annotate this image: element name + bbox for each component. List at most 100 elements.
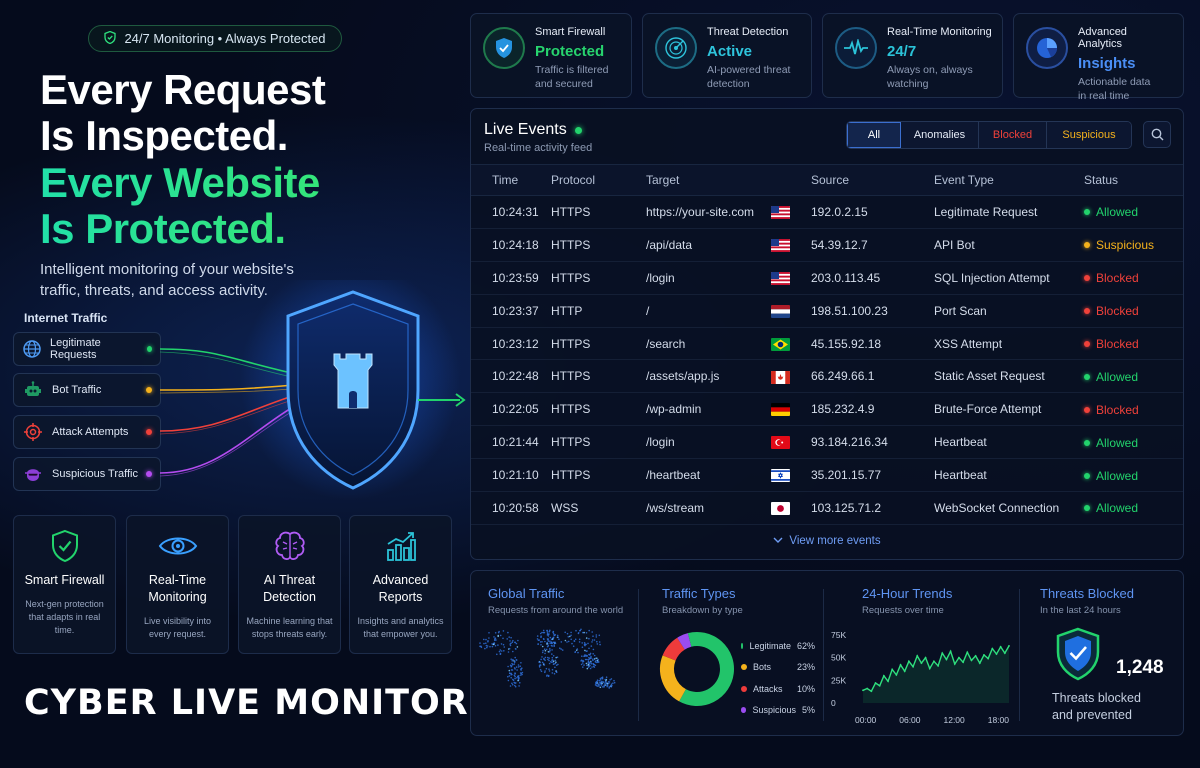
table-row[interactable]: 10:23:59 HTTPS/login 203.0.113.45 SQL Injec… [471, 261, 1183, 295]
filter-all-button[interactable]: All [847, 122, 901, 148]
stat-desc: in real time [1078, 90, 1130, 102]
column-header-source[interactable]: Source [811, 164, 934, 196]
map-dot [515, 659, 518, 661]
table-row[interactable]: 10:20:58 WSS/ws/stream 103.125.71.2 WebSock… [471, 491, 1183, 525]
map-dot [586, 658, 588, 661]
map-dot [546, 638, 549, 640]
table-row[interactable]: 10:24:18 HTTPS/api/data 54.39.12.7 API Bot S… [471, 228, 1183, 262]
filter-suspicious-button[interactable]: Suspicious [1047, 122, 1131, 148]
map-dot [540, 636, 542, 638]
map-dot [520, 674, 522, 676]
map-dot [549, 661, 552, 663]
cell-time: 10:23:37 [471, 294, 551, 328]
map-dot [547, 651, 550, 653]
cell-flag [771, 327, 811, 361]
legend-item-bots: Bots 23% [741, 657, 815, 679]
map-dot [503, 646, 506, 648]
trend-point [882, 674, 885, 677]
cell-status: Allowed [1084, 195, 1183, 229]
map-dot [547, 640, 550, 642]
stat-card-realtime[interactable]: Real-Time Monitoring 24/7 Always on, alw… [822, 13, 1003, 98]
traffic-label: Suspicious Traffic [52, 468, 139, 480]
view-more-events-link[interactable]: View more events [471, 535, 1183, 547]
cell-status: Suspicious [1084, 228, 1183, 262]
map-dot [507, 665, 509, 668]
table-row[interactable]: 10:23:37 HTTP/ 198.51.100.23 Port Scan Block… [471, 294, 1183, 328]
table-row[interactable]: 10:22:48 HTTPS/assets/app.js 66.249.66.1 St… [471, 359, 1183, 394]
stat-card-threat-detection[interactable]: Threat Detection Active AI-powered threa… [642, 13, 812, 98]
map-dot [544, 649, 547, 652]
map-dot [518, 685, 520, 687]
column-header-status[interactable]: Status [1084, 164, 1183, 196]
cell-event-type: API Bot [934, 228, 1084, 262]
search-button[interactable] [1143, 121, 1171, 148]
map-dot [518, 675, 520, 677]
trend-point [978, 662, 981, 665]
trends-subtitle: Requests over time [862, 605, 944, 616]
column-header-protocol[interactable]: Protocol [551, 164, 646, 196]
traffic-item-bot[interactable]: Bot Traffic [13, 373, 161, 407]
map-dot [552, 655, 555, 657]
status-badge: Blocked [1084, 304, 1139, 318]
map-dot [514, 685, 517, 688]
map-dot [548, 670, 551, 672]
cell-protocol: HTTPS [551, 228, 646, 262]
map-dot [547, 635, 550, 637]
map-dot [517, 639, 519, 642]
map-dot [592, 665, 595, 668]
filter-anomalies-button[interactable]: Anomalies [901, 122, 979, 148]
map-dot [594, 660, 597, 662]
feature-card-reports[interactable]: Advanced Reports Insights and analytics … [349, 515, 452, 654]
stat-card-firewall[interactable]: Smart Firewall Protected Traffic is filt… [470, 13, 632, 98]
internet-traffic-title: Internet Traffic [24, 311, 108, 325]
map-dot [610, 683, 613, 685]
trend-point [891, 668, 894, 671]
traffic-item-legitimate[interactable]: Legitimate Requests [13, 332, 161, 366]
table-row[interactable]: 10:21:10 HTTPS/heartbeat 35.201.15.77 Heart… [471, 458, 1183, 493]
threats-subtitle: In the last 24 hours [1040, 605, 1121, 616]
map-dot [544, 640, 546, 643]
map-dot [592, 648, 595, 651]
cell-time: 10:24:18 [471, 228, 551, 262]
map-dot [583, 644, 586, 646]
cell-flag [771, 458, 811, 493]
map-dot [546, 632, 549, 635]
map-dot [486, 645, 489, 647]
map-dot [549, 629, 551, 632]
table-row[interactable]: 10:23:12 HTTPS/search 45.155.92.18 XSS Atte… [471, 327, 1183, 361]
table-row[interactable]: 10:22:05 HTTPS/wp-admin 185.232.4.9 Brute-F… [471, 392, 1183, 427]
column-header-target[interactable]: Target [646, 164, 771, 196]
traffic-item-attack[interactable]: Attack Attempts [13, 415, 161, 449]
feature-card-monitoring[interactable]: Real-Time Monitoring Live visibility int… [126, 515, 229, 654]
cell-event-type: Heartbeat [934, 425, 1084, 460]
traffic-flow-illustration [160, 280, 466, 500]
column-header-time[interactable]: Time [471, 164, 551, 196]
map-dot [567, 636, 570, 638]
map-dot [582, 666, 584, 668]
map-dot [514, 660, 516, 663]
stat-label: Threat Detection [707, 26, 789, 38]
map-dot [510, 665, 513, 667]
filter-blocked-button[interactable]: Blocked [979, 122, 1047, 148]
global-traffic-title: Global Traffic [488, 586, 565, 601]
trend-point [970, 659, 973, 662]
stat-card-analytics[interactable]: Advanced Analytics Insights Actionable d… [1013, 13, 1184, 102]
table-row[interactable]: 10:21:44 HTTPS/login 93.184.216.34 Heartbea… [471, 425, 1183, 460]
table-row[interactable]: 10:24:31 HTTPS https://your-site.com 192.0.… [471, 195, 1183, 229]
column-header-event-type[interactable]: Event Type [934, 164, 1084, 196]
flow-line-attack [160, 391, 306, 432]
trend-point [958, 656, 960, 659]
map-dot [540, 658, 542, 661]
feature-card-ai[interactable]: AI Threat Detection Machine learning tha… [238, 515, 341, 654]
feature-card-firewall[interactable]: Smart Firewall Next-gen protection that … [13, 515, 116, 654]
traffic-item-suspicious[interactable]: Suspicious Traffic [13, 457, 161, 491]
map-dot [554, 662, 557, 665]
map-dot [598, 641, 601, 643]
map-dot [589, 653, 591, 656]
flag-jp-icon [771, 502, 790, 516]
map-dot [548, 657, 550, 659]
map-dot [500, 650, 503, 652]
map-dot [580, 663, 583, 666]
map-dot [548, 659, 550, 662]
map-dot [517, 666, 520, 668]
